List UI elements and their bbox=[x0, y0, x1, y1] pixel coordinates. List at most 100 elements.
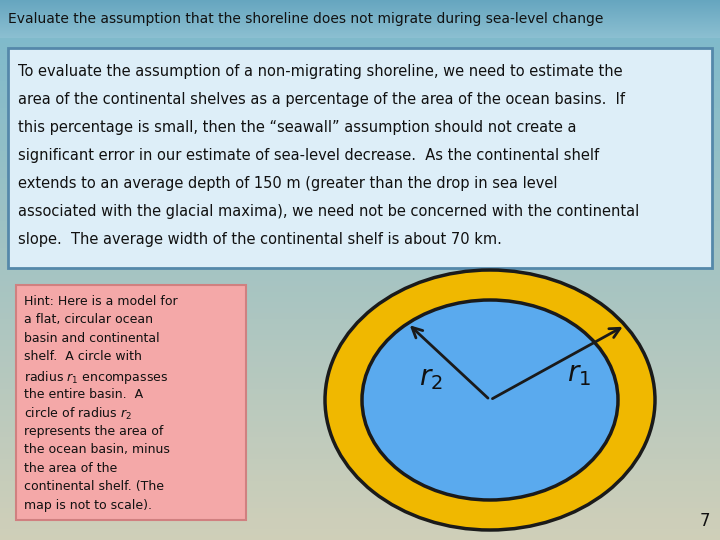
Bar bbox=[0, 362, 720, 367]
Bar bbox=[0, 81, 720, 86]
Bar bbox=[0, 10, 720, 11]
Bar bbox=[0, 286, 720, 292]
Bar bbox=[0, 25, 720, 26]
Bar bbox=[0, 248, 720, 254]
Bar bbox=[0, 12, 720, 13]
Bar bbox=[0, 9, 720, 10]
Bar bbox=[0, 16, 720, 22]
Bar bbox=[0, 11, 720, 12]
Text: continental shelf. (The: continental shelf. (The bbox=[24, 480, 164, 493]
Bar bbox=[0, 292, 720, 297]
Text: Hint: Here is a model for: Hint: Here is a model for bbox=[24, 295, 178, 308]
Bar bbox=[0, 49, 720, 54]
Text: significant error in our estimate of sea-level decrease.  As the continental she: significant error in our estimate of sea… bbox=[18, 148, 599, 163]
Bar bbox=[0, 24, 720, 25]
Bar bbox=[0, 389, 720, 394]
Bar bbox=[0, 33, 720, 34]
Bar bbox=[0, 475, 720, 481]
Text: $r_2$: $r_2$ bbox=[418, 364, 442, 392]
Bar bbox=[0, 108, 720, 113]
Bar bbox=[0, 265, 720, 270]
Text: the ocean basin, minus: the ocean basin, minus bbox=[24, 443, 170, 456]
Bar bbox=[0, 454, 720, 459]
Bar bbox=[0, 297, 720, 302]
Bar bbox=[0, 238, 720, 243]
Bar bbox=[0, 367, 720, 373]
Bar bbox=[0, 103, 720, 108]
Bar bbox=[0, 27, 720, 28]
Bar bbox=[0, 124, 720, 130]
Bar bbox=[0, 16, 720, 17]
Bar bbox=[0, 34, 720, 35]
Text: this percentage is small, then the “seawall” assumption should not create a: this percentage is small, then the “seaw… bbox=[18, 120, 577, 135]
Bar bbox=[0, 22, 720, 23]
Bar bbox=[0, 508, 720, 513]
Text: associated with the glacial maxima), we need not be concerned with the continent: associated with the glacial maxima), we … bbox=[18, 204, 639, 219]
Bar bbox=[0, 270, 720, 275]
Text: $r_1$: $r_1$ bbox=[567, 360, 591, 388]
Bar bbox=[0, 427, 720, 432]
Bar bbox=[0, 8, 720, 9]
Bar bbox=[0, 437, 720, 443]
Bar bbox=[0, 15, 720, 16]
Bar bbox=[0, 30, 720, 31]
Bar bbox=[0, 70, 720, 76]
FancyBboxPatch shape bbox=[16, 285, 246, 520]
Bar bbox=[0, 243, 720, 248]
Bar bbox=[0, 37, 720, 38]
Bar bbox=[0, 324, 720, 329]
Bar bbox=[0, 2, 720, 3]
Bar bbox=[0, 5, 720, 11]
Bar bbox=[0, 232, 720, 238]
Bar bbox=[0, 7, 720, 8]
Bar bbox=[0, 167, 720, 173]
FancyBboxPatch shape bbox=[8, 48, 712, 268]
Bar bbox=[0, 335, 720, 340]
Text: 7: 7 bbox=[700, 512, 710, 530]
Bar bbox=[0, 119, 720, 124]
Bar bbox=[0, 26, 720, 27]
Text: extends to an average depth of 150 m (greater than the drop in sea level: extends to an average depth of 150 m (gr… bbox=[18, 176, 557, 191]
Bar bbox=[0, 486, 720, 491]
Bar bbox=[0, 319, 720, 324]
Bar bbox=[0, 189, 720, 194]
Bar bbox=[0, 432, 720, 437]
Bar bbox=[0, 373, 720, 378]
Bar bbox=[0, 275, 720, 281]
Text: Evaluate the assumption that the shoreline does not migrate during sea-level cha: Evaluate the assumption that the shoreli… bbox=[8, 12, 603, 26]
Text: To evaluate the assumption of a non-migrating shoreline, we need to estimate the: To evaluate the assumption of a non-migr… bbox=[18, 64, 623, 79]
Bar bbox=[0, 31, 720, 32]
Bar bbox=[0, 1, 720, 2]
Bar bbox=[0, 65, 720, 70]
Bar bbox=[0, 97, 720, 103]
Bar bbox=[0, 157, 720, 162]
Text: a flat, circular ocean: a flat, circular ocean bbox=[24, 314, 153, 327]
Bar bbox=[0, 162, 720, 167]
Bar bbox=[0, 113, 720, 119]
Text: area of the continental shelves as a percentage of the area of the ocean basins.: area of the continental shelves as a per… bbox=[18, 92, 625, 107]
Bar bbox=[0, 340, 720, 346]
Bar bbox=[0, 36, 720, 37]
Bar bbox=[0, 378, 720, 383]
Bar bbox=[0, 184, 720, 189]
Bar bbox=[0, 502, 720, 508]
Bar bbox=[0, 178, 720, 184]
Bar bbox=[0, 216, 720, 221]
Bar bbox=[0, 17, 720, 18]
Bar bbox=[0, 5, 720, 6]
Bar bbox=[0, 383, 720, 389]
Bar bbox=[0, 146, 720, 151]
Text: the entire basin.  A: the entire basin. A bbox=[24, 388, 143, 401]
Bar bbox=[0, 54, 720, 59]
Bar bbox=[0, 221, 720, 227]
Bar bbox=[0, 281, 720, 286]
Bar bbox=[0, 0, 720, 5]
Bar bbox=[0, 227, 720, 232]
Bar bbox=[0, 32, 720, 38]
Bar bbox=[0, 173, 720, 178]
Bar bbox=[0, 21, 720, 22]
Bar bbox=[0, 259, 720, 265]
Bar bbox=[0, 28, 720, 29]
Bar bbox=[0, 6, 720, 7]
Bar bbox=[0, 529, 720, 535]
